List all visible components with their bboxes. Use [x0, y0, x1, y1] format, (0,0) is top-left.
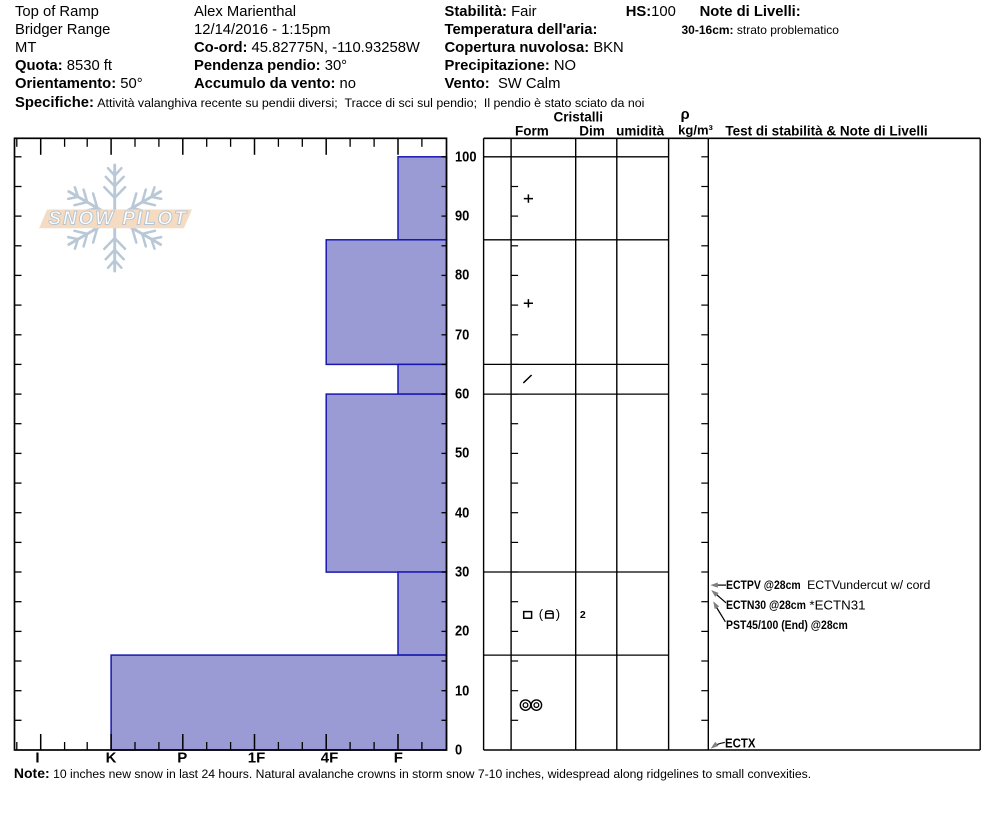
svg-text:SNOW PILOT: SNOW PILOT	[48, 209, 187, 230]
